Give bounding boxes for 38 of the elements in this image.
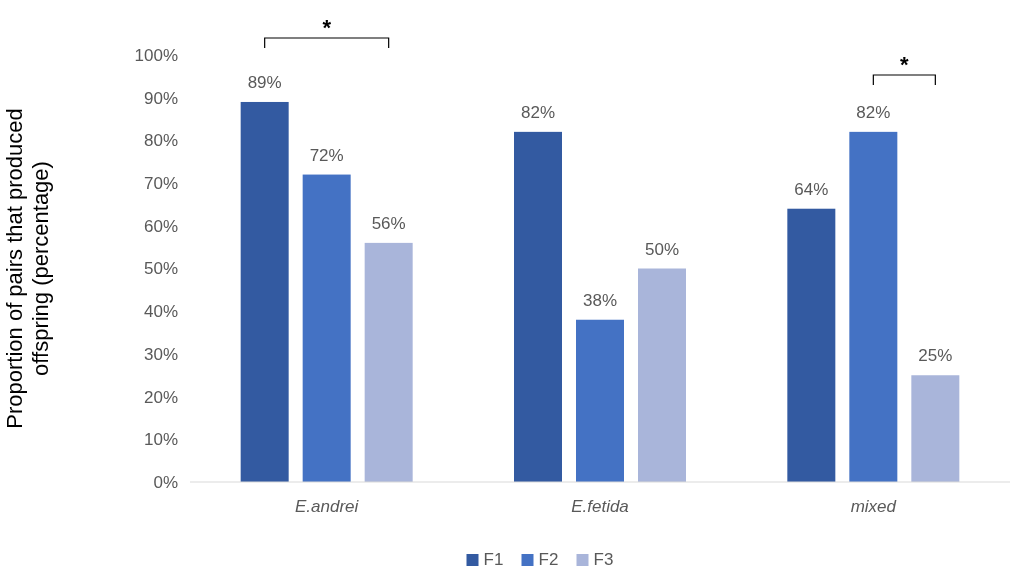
y-tick-label: 90% bbox=[143, 88, 178, 108]
y-tick-label: 0% bbox=[153, 472, 178, 492]
x-tick-label: E.andrei bbox=[295, 497, 360, 516]
y-tick-label: 20% bbox=[143, 387, 178, 407]
bar bbox=[849, 131, 898, 482]
bar bbox=[911, 375, 960, 482]
data-label: 64% bbox=[794, 179, 829, 199]
x-tick-label: E.fetida bbox=[571, 497, 629, 516]
text: * bbox=[322, 15, 332, 40]
bar bbox=[302, 174, 351, 482]
data-label: 72% bbox=[309, 145, 344, 165]
y-axis-title: Proportion of pairs that produced offspring (percentage) bbox=[1, 108, 54, 429]
data-label: 89% bbox=[247, 72, 282, 92]
y-tick-label: 10% bbox=[143, 430, 178, 450]
bar bbox=[514, 131, 562, 482]
y-tick-label: 80% bbox=[143, 131, 178, 151]
bar bbox=[364, 242, 413, 482]
legend-label: F3 bbox=[593, 550, 614, 569]
data-label: 38% bbox=[582, 290, 618, 310]
data-label: 25% bbox=[918, 346, 953, 366]
bar bbox=[787, 208, 836, 482]
annotation: * bbox=[900, 52, 910, 77]
data-label: 56% bbox=[371, 213, 406, 233]
y-tick-label: 40% bbox=[143, 302, 178, 322]
y-tick-label: 70% bbox=[143, 174, 178, 194]
y-tick-label: 100% bbox=[134, 45, 178, 65]
bar bbox=[576, 319, 624, 482]
bar bbox=[240, 101, 289, 482]
data-label: 82% bbox=[856, 102, 891, 122]
y-tick-label: 50% bbox=[143, 259, 178, 279]
x-tick-label: mixed bbox=[850, 497, 897, 516]
y-tick-label: 60% bbox=[143, 216, 178, 236]
legend-label: F2 bbox=[538, 550, 559, 569]
legend-label: F1 bbox=[483, 550, 504, 569]
data-label: 50% bbox=[644, 239, 680, 259]
data-label: 82% bbox=[520, 102, 556, 122]
y-tick-label: 30% bbox=[143, 344, 178, 364]
bar bbox=[638, 268, 686, 482]
